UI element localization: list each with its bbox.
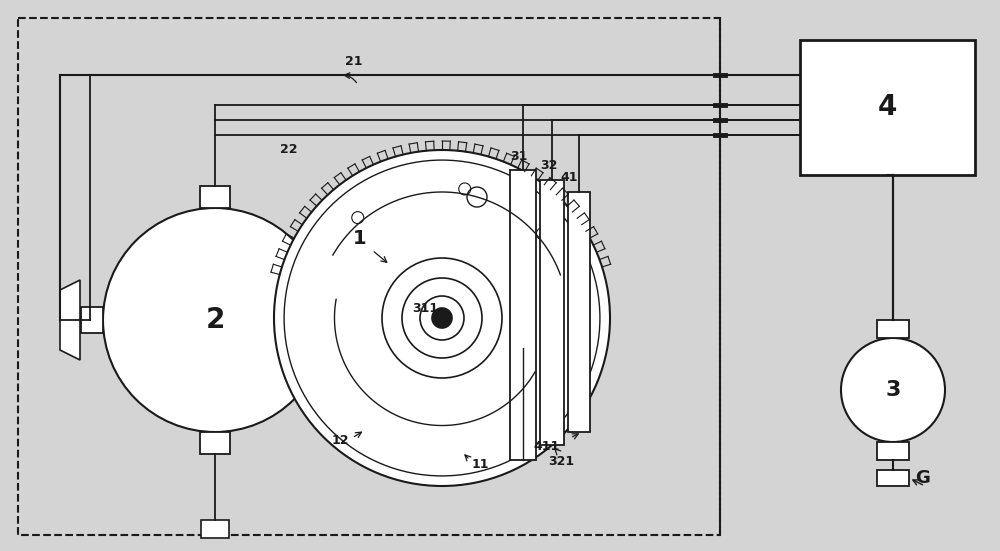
Text: 41: 41 (560, 171, 578, 184)
Bar (200, 432, 230, 454)
Bar (540, 180, 564, 445)
Text: 21: 21 (345, 55, 362, 68)
Bar (201, 520, 229, 538)
Text: 321: 321 (548, 455, 574, 468)
Text: 31: 31 (510, 150, 527, 163)
Bar (18, 18, 720, 535)
Circle shape (274, 150, 610, 486)
Circle shape (103, 208, 327, 432)
Bar (568, 192, 590, 432)
Text: 22: 22 (280, 143, 298, 156)
Bar (510, 170, 536, 460)
Text: 1: 1 (353, 229, 367, 247)
Circle shape (841, 338, 945, 442)
Bar (877, 320, 909, 338)
Text: 4: 4 (877, 93, 897, 121)
Bar (877, 470, 909, 486)
Text: 3: 3 (885, 380, 901, 400)
Text: 311: 311 (412, 301, 438, 315)
Bar (800, 40, 975, 175)
Circle shape (382, 258, 502, 378)
Bar (81, 307, 103, 333)
Text: 11: 11 (471, 458, 489, 472)
Bar (200, 186, 230, 208)
Polygon shape (60, 280, 80, 360)
Text: G: G (915, 469, 930, 487)
Bar (877, 442, 909, 460)
Text: 32: 32 (540, 159, 557, 172)
Circle shape (402, 278, 482, 358)
Text: 2: 2 (205, 306, 225, 334)
Text: 12: 12 (331, 434, 349, 446)
Text: 411: 411 (533, 440, 559, 453)
Circle shape (432, 308, 452, 328)
